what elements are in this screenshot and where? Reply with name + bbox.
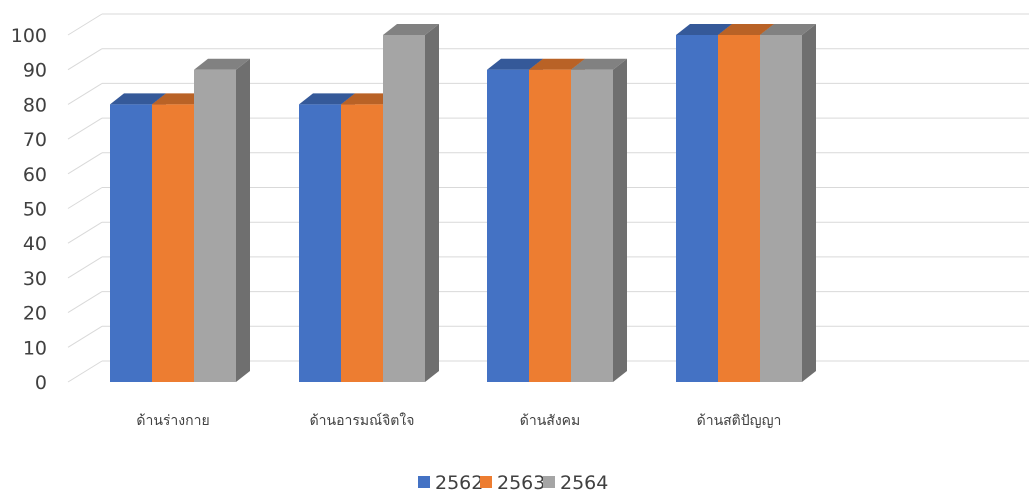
legend: 2562 2563 2564 bbox=[418, 472, 608, 493]
bar bbox=[383, 24, 439, 382]
legend-label: 2564 bbox=[560, 472, 608, 493]
legend-item: 2564 bbox=[543, 472, 608, 493]
bar bbox=[571, 58, 627, 382]
legend-label: 2562 bbox=[435, 472, 483, 493]
bar bbox=[194, 58, 250, 382]
y-tick-label: 70 bbox=[23, 129, 47, 151]
y-tick-label: 30 bbox=[23, 268, 47, 290]
y-tick-label: 90 bbox=[23, 60, 47, 82]
y-tick-label: 0 bbox=[35, 372, 47, 394]
y-tick-label: 10 bbox=[23, 337, 47, 359]
y-tick-label: 100 bbox=[11, 25, 47, 47]
x-axis-categories: ด้านร่างกาย ด้านอารมณ์จิตใจ ด้านสังคม ด้านส… bbox=[136, 412, 781, 429]
y-tick-label: 80 bbox=[23, 94, 47, 116]
legend-swatch bbox=[543, 476, 555, 488]
gridline bbox=[67, 48, 1029, 71]
y-tick-label: 40 bbox=[23, 233, 47, 255]
bars bbox=[110, 24, 816, 383]
bar bbox=[760, 24, 816, 382]
x-category-label: ด้านร่างกาย bbox=[136, 413, 209, 429]
legend-item: 2562 bbox=[418, 472, 483, 493]
y-tick-label: 60 bbox=[23, 164, 47, 186]
legend-swatch bbox=[480, 476, 492, 488]
legend-item: 2563 bbox=[480, 472, 545, 493]
x-category-label: ด้านอารมณ์จิตใจ bbox=[310, 412, 415, 429]
gridline bbox=[67, 13, 1029, 36]
y-tick-label: 20 bbox=[23, 303, 47, 325]
legend-swatch bbox=[418, 476, 430, 488]
legend-label: 2563 bbox=[497, 472, 545, 493]
x-category-label: ด้านสติปัญญา bbox=[697, 413, 782, 429]
y-axis-ticks: 0 10 20 30 40 50 60 70 80 90 100 bbox=[11, 25, 47, 394]
y-tick-label: 50 bbox=[23, 199, 47, 221]
x-category-label: ด้านสังคม bbox=[520, 413, 581, 429]
